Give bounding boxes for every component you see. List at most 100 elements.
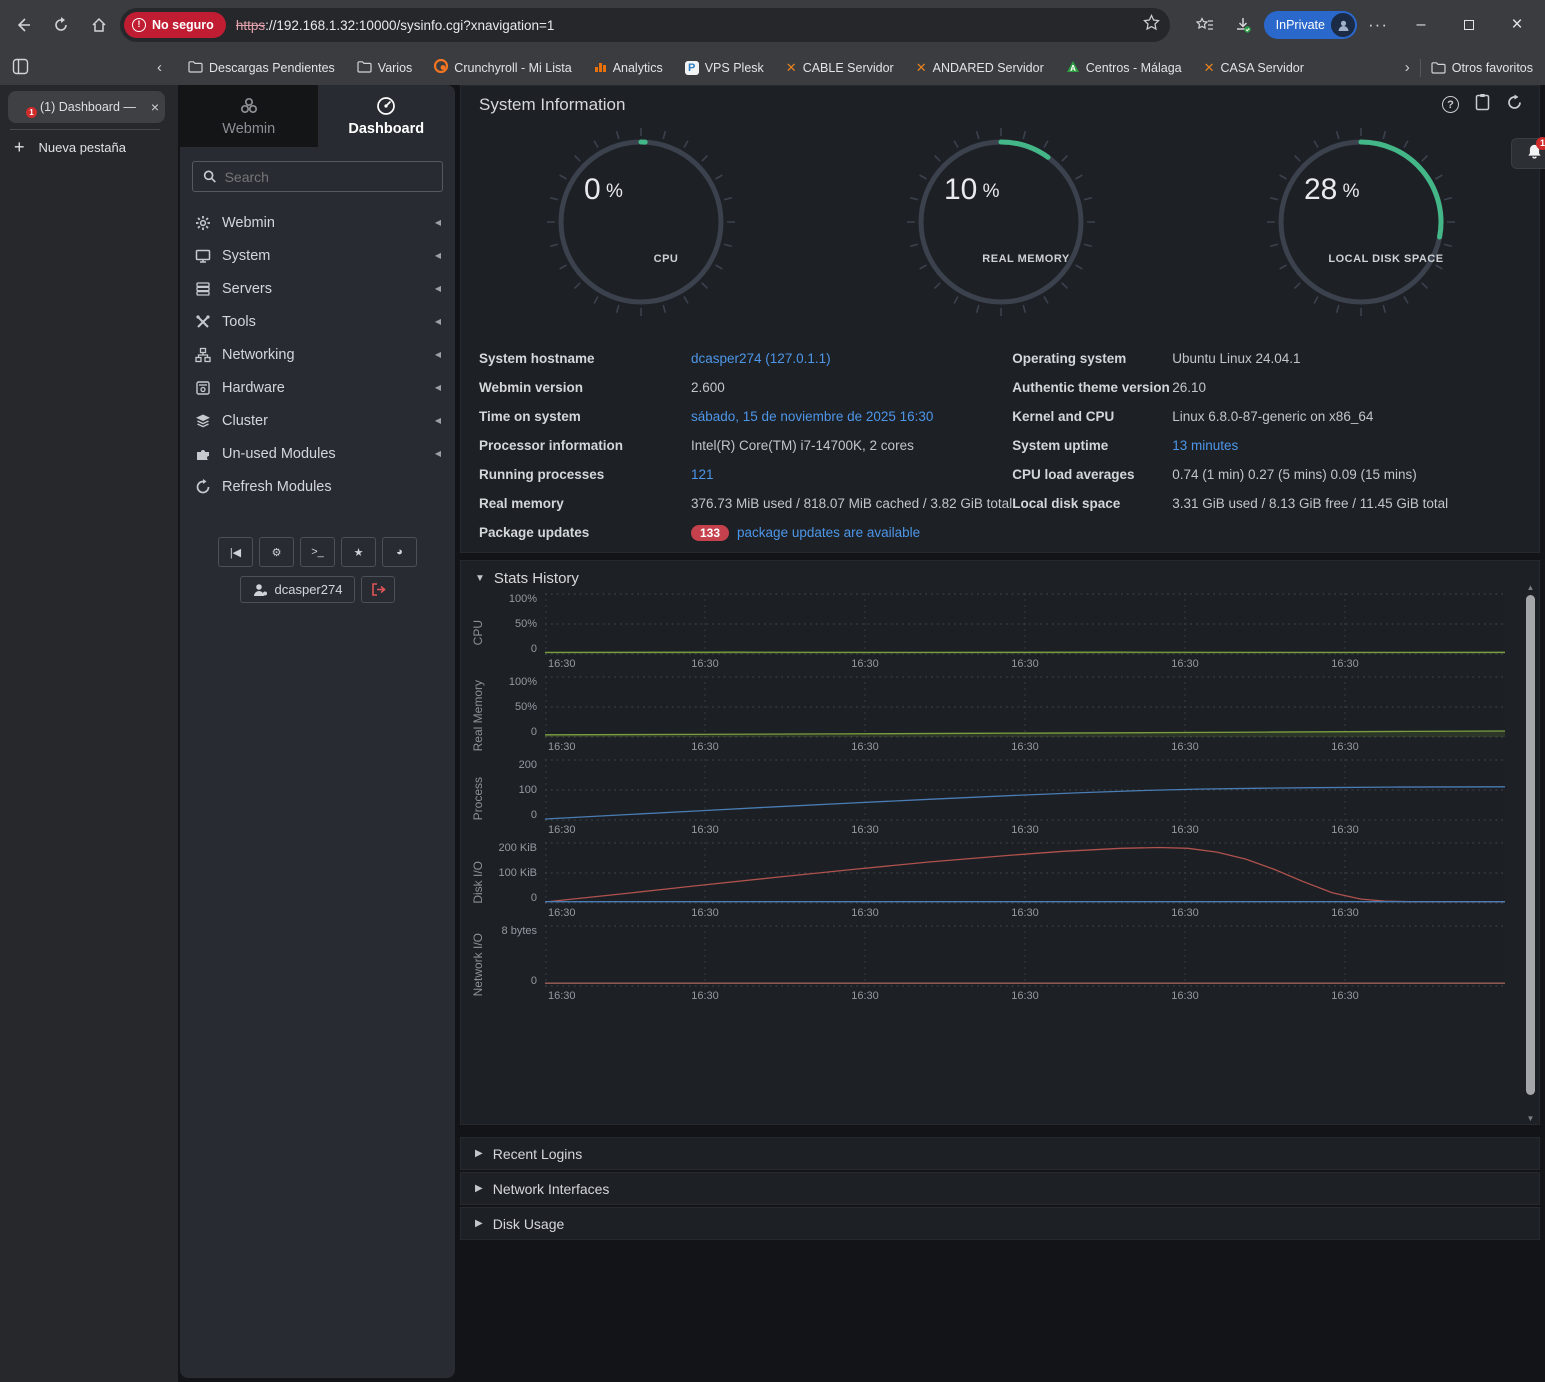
sidebar-item-refresh-modules[interactable]: Refresh Modules (180, 470, 455, 503)
bookmark-item[interactable]: ✕ CABLE Servidor (786, 60, 894, 76)
bookmark-item[interactable]: ✕ ANDARED Servidor (916, 60, 1044, 76)
svg-text:10 %: 10 % (944, 173, 1000, 206)
layers-icon (194, 413, 211, 429)
stats-scrollbar[interactable]: ▲ ▼ (1525, 583, 1536, 1123)
tab-webmin[interactable]: Webmin (180, 85, 318, 147)
browser-toolbar: ! No seguro https://192.168.1.32:10000/s… (0, 0, 1545, 50)
tab-panel-icon[interactable] (12, 58, 29, 78)
close-tab-icon[interactable]: × (150, 99, 159, 115)
notification-panel[interactable]: 1 (1511, 136, 1545, 169)
scroll-up-icon[interactable]: ▲ (1526, 583, 1535, 592)
sidebar-item-tools[interactable]: Tools ◀ (180, 305, 455, 338)
sidebar-item-cluster[interactable]: Cluster ◀ (180, 404, 455, 437)
ytick-label: 100 KiB (498, 867, 537, 879)
chevron-left-icon: ◀ (434, 251, 441, 260)
info-value[interactable]: 121 (691, 467, 714, 482)
network-interfaces-section[interactable]: ▶ Network Interfaces (460, 1172, 1540, 1205)
server-stack-icon (194, 281, 211, 297)
info-value: Ubuntu Linux 24.04.1 (1172, 351, 1301, 366)
bookmark-star-icon[interactable] (1143, 13, 1160, 36)
search-input[interactable] (224, 168, 432, 185)
xtick-label: 16:30 (548, 990, 576, 1002)
home-button[interactable] (82, 8, 116, 42)
back-button[interactable] (6, 8, 40, 42)
chart-process: Process 200 100 0 16:30 16:30 16:30 16:30 16:30 1… (467, 759, 1539, 839)
disk-usage-section[interactable]: ▶ Disk Usage (460, 1207, 1540, 1240)
bookmark-item[interactable]: P VPS Plesk (684, 60, 764, 75)
bookmark-item[interactable]: Descargas Pendientes (188, 60, 335, 76)
ytick-label: 0 (530, 643, 537, 655)
minimize-button[interactable]: – (1416, 16, 1426, 33)
bookmarks-overflow-chevron[interactable]: › (1404, 59, 1410, 76)
address-bar[interactable]: ! No seguro https://192.168.1.32:10000/s… (120, 8, 1170, 42)
bookmark-item[interactable]: ✕ CASA Servidor (1204, 60, 1304, 76)
favorites-icon[interactable] (1188, 8, 1222, 42)
xtick-label: 16:30 (1171, 907, 1199, 919)
current-user-button[interactable]: dcasper274 (239, 576, 356, 603)
webmin-x-icon: ✕ (1203, 59, 1215, 75)
profile-avatar[interactable] (1331, 13, 1355, 37)
active-tab[interactable]: 1 (1) Dashboard — × (8, 91, 165, 123)
star-button[interactable]: ★ (341, 537, 376, 567)
help-icon[interactable]: ? (1442, 96, 1459, 113)
info-value[interactable]: sábado, 15 de noviembre de 2025 16:30 (691, 409, 934, 424)
info-row-package-updates: Package updates 133 package updates are av… (479, 518, 1012, 547)
config-icon: ⚙ (271, 546, 282, 559)
info-row-kernel-and-cpu: Kernel and CPU Linux 6.8.0-87-generic on … (1012, 402, 1523, 431)
svg-text:0 %: 0 % (584, 173, 623, 206)
tab-dashboard[interactable]: Dashboard (318, 85, 456, 147)
ytick-label: 100% (508, 593, 537, 605)
collapse-sidebar-button[interactable]: |◀ (218, 537, 253, 567)
collapse-tabs-chevron[interactable]: ‹ (157, 59, 162, 76)
palette-button[interactable]: ◕ (382, 537, 417, 567)
browser-menu-icon[interactable]: ··· (1368, 15, 1388, 34)
ytick-label: 50% (514, 618, 537, 630)
refresh-icon[interactable] (1506, 94, 1523, 116)
bookmark-item[interactable]: A Centros - Málaga (1066, 60, 1182, 76)
search-box[interactable] (192, 161, 443, 192)
close-button[interactable]: × (1511, 14, 1523, 35)
maximize-button[interactable] (1447, 7, 1491, 43)
new-tab-button[interactable]: + Nueva pestaña (14, 137, 126, 158)
sidebar-item-networking[interactable]: Networking ◀ (180, 338, 455, 371)
logout-button[interactable] (361, 576, 396, 603)
ytick-label: 0 (530, 809, 537, 821)
security-badge[interactable]: ! No seguro (124, 12, 226, 38)
info-value[interactable]: 13 minutes (1172, 438, 1239, 453)
stats-history-header[interactable]: ▼ Stats History (475, 570, 579, 587)
system-information-panel: System Information ? 0 % CPU 10 % REAL MEMO… (460, 85, 1540, 553)
inprivate-badge[interactable]: InPrivate (1263, 11, 1357, 39)
xtick-label: 16:30 (691, 824, 719, 836)
terminal-button[interactable]: >_ (300, 537, 335, 567)
ytick-label: 0 (530, 975, 537, 987)
bookmark-item[interactable]: Varios (357, 60, 412, 76)
sidebar-item-system[interactable]: System ◀ (180, 239, 455, 272)
info-row-cpu-load-averages: CPU load averages 0.74 (1 min) 0.27 (5 mi… (1012, 460, 1523, 489)
bell-icon[interactable]: 1 (1526, 136, 1545, 165)
other-favorites[interactable]: Otros favoritos (1431, 61, 1533, 75)
scrollbar-thumb[interactable] (1526, 595, 1535, 1095)
info-value[interactable]: dcasper274 (127.0.1.1) (691, 351, 831, 366)
xtick-label: 16:30 (1011, 741, 1039, 753)
sidebar-item-un-used-modules[interactable]: Un-used Modules ◀ (180, 437, 455, 470)
downloads-icon[interactable] (1226, 8, 1260, 42)
chart-plot: 16:30 16:30 16:30 16:30 16:30 16:30 (545, 593, 1505, 673)
info-value[interactable]: 133 package updates are available (691, 524, 920, 541)
recent-logins-section[interactable]: ▶ Recent Logins (460, 1137, 1540, 1170)
chart-ylabel: Network I/O (471, 933, 485, 997)
chart-xlabels: 16:30 16:30 16:30 16:30 16:30 16:30 (545, 904, 1505, 922)
clipboard-icon[interactable] (1475, 93, 1490, 116)
info-value: 26.10 (1172, 380, 1206, 395)
bookmark-item[interactable]: Crunchyroll - Mi Lista (434, 59, 572, 76)
sidebar-item-webmin[interactable]: Webmin ◀ (180, 206, 455, 239)
page-title: System Information (479, 95, 626, 114)
reload-button[interactable] (44, 8, 78, 42)
bookmark-label: CASA Servidor (1220, 60, 1304, 75)
scroll-down-icon[interactable]: ▼ (1526, 1114, 1535, 1123)
config-button[interactable]: ⚙ (259, 537, 294, 567)
webmin-sidebar: Webmin Dashboard Webmin◀System◀Servers◀T… (180, 85, 455, 1378)
not-secure-icon: ! (132, 18, 146, 32)
sidebar-item-servers[interactable]: Servers ◀ (180, 272, 455, 305)
sidebar-item-hardware[interactable]: Hardware ◀ (180, 371, 455, 404)
bookmark-item[interactable]: Analytics (594, 60, 663, 76)
